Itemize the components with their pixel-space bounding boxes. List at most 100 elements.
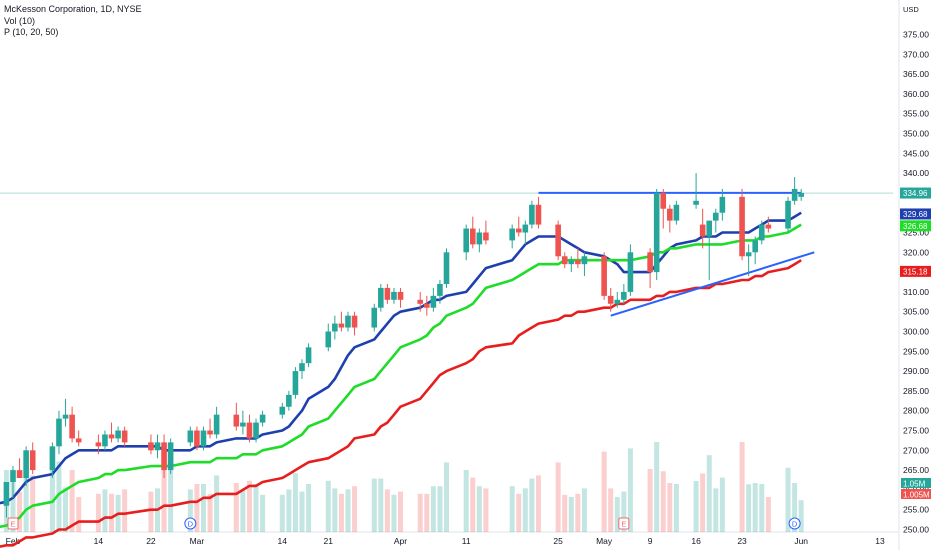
candle-body xyxy=(515,228,522,233)
moving-averages-indicator-label[interactable]: P (10, 20, 50) xyxy=(4,27,59,37)
candle-body xyxy=(529,204,535,225)
volume-bar xyxy=(325,480,331,532)
candle-body xyxy=(798,192,804,197)
candle-body xyxy=(509,228,515,241)
volume-bar xyxy=(194,484,200,532)
candle-body xyxy=(213,414,220,435)
volume-bar xyxy=(122,489,128,532)
candle-body xyxy=(463,228,470,253)
volume-bar xyxy=(522,488,528,532)
y-tick-label: 305.00 xyxy=(903,307,929,317)
x-tick-label: 11 xyxy=(462,536,471,546)
candle-body xyxy=(417,299,424,304)
volume-bar xyxy=(63,487,69,532)
candle-body xyxy=(476,232,483,245)
volume-bar xyxy=(187,489,193,532)
y-tick-label: 255.00 xyxy=(903,505,929,515)
price-value-box xyxy=(900,220,931,232)
candle-body xyxy=(253,422,259,439)
candle-body xyxy=(200,430,207,447)
volume-bar xyxy=(706,455,712,532)
volume-bar xyxy=(299,491,305,532)
volume-bar xyxy=(17,491,23,532)
candle-body xyxy=(194,430,200,447)
candle-body xyxy=(673,204,680,221)
volume-bar xyxy=(752,483,758,532)
volume-bar xyxy=(647,469,653,532)
volume-bar xyxy=(23,464,29,532)
candle-body xyxy=(647,252,653,273)
x-tick-label: Feb xyxy=(6,536,21,546)
volume-value-box xyxy=(901,478,931,488)
candle-body xyxy=(561,256,568,265)
y-tick-label: 325.00 xyxy=(903,228,929,238)
volume-bar xyxy=(69,470,75,532)
candle-body xyxy=(16,470,23,479)
volume-bar xyxy=(739,442,745,532)
volume-bar xyxy=(76,497,82,532)
candle-body xyxy=(3,481,10,506)
y-tick-label: 280.00 xyxy=(903,406,929,416)
volume-value-label: 1.005M xyxy=(903,491,930,500)
candle-body xyxy=(95,442,102,447)
volume-bar xyxy=(207,493,213,532)
candle-body xyxy=(535,204,542,225)
volume-bar xyxy=(568,497,574,532)
volume-bar xyxy=(581,488,587,532)
volume-bar xyxy=(345,489,351,532)
y-tick-label: 340.00 xyxy=(903,168,929,178)
candle-body xyxy=(699,224,706,237)
price-value-box xyxy=(900,208,931,220)
currency-label: USD xyxy=(903,5,919,14)
candle-body xyxy=(286,394,292,407)
candle-body xyxy=(207,430,213,435)
candle-body xyxy=(259,414,266,423)
y-tick-label: 300.00 xyxy=(903,327,929,337)
volume-indicator-label[interactable]: Vol (10) xyxy=(4,15,36,26)
candle-body xyxy=(575,260,581,265)
x-tick-label: 9 xyxy=(648,536,653,546)
candle-body xyxy=(148,442,154,451)
volume-bar xyxy=(292,473,298,532)
volume-bar xyxy=(660,471,666,532)
volume-bar xyxy=(792,483,798,532)
candle-body xyxy=(108,434,115,439)
candle-body xyxy=(23,450,29,479)
volume-bar xyxy=(246,480,252,532)
trendline xyxy=(610,251,815,317)
volume-bar xyxy=(614,497,620,532)
price-value-label: 334.96 xyxy=(903,189,928,198)
candle-body xyxy=(384,287,391,300)
y-tick-label: 250.00 xyxy=(903,525,929,535)
candle-body xyxy=(469,228,476,245)
volume-bar xyxy=(798,500,804,532)
candle-body xyxy=(660,192,667,209)
volume-bar xyxy=(371,478,377,532)
volume-bar xyxy=(693,481,699,532)
candle-body xyxy=(706,220,713,237)
candle-body xyxy=(712,212,719,221)
x-tick-label: 23 xyxy=(737,536,747,546)
candle-body xyxy=(443,252,450,284)
candle-body xyxy=(305,347,312,364)
x-tick-label: 14 xyxy=(94,536,104,546)
candle-body xyxy=(121,430,128,443)
x-tick-label: May xyxy=(596,536,613,546)
volume-value-label: 1.05M xyxy=(903,480,926,489)
volume-bar xyxy=(56,461,62,532)
candle-body xyxy=(10,470,16,482)
volume-bar xyxy=(148,491,154,532)
volume-bar xyxy=(338,493,344,532)
candle-body xyxy=(614,299,621,304)
volume-bar xyxy=(516,493,522,532)
volume-bar xyxy=(391,494,397,532)
x-tick-label: 13 xyxy=(875,536,885,546)
moving-average-line xyxy=(0,223,802,529)
volume-bar xyxy=(253,484,259,532)
candle-body xyxy=(627,252,634,292)
candle-body xyxy=(299,363,305,372)
volume-bar xyxy=(378,478,384,532)
volume-bar xyxy=(233,483,239,532)
candle-body xyxy=(292,371,299,395)
